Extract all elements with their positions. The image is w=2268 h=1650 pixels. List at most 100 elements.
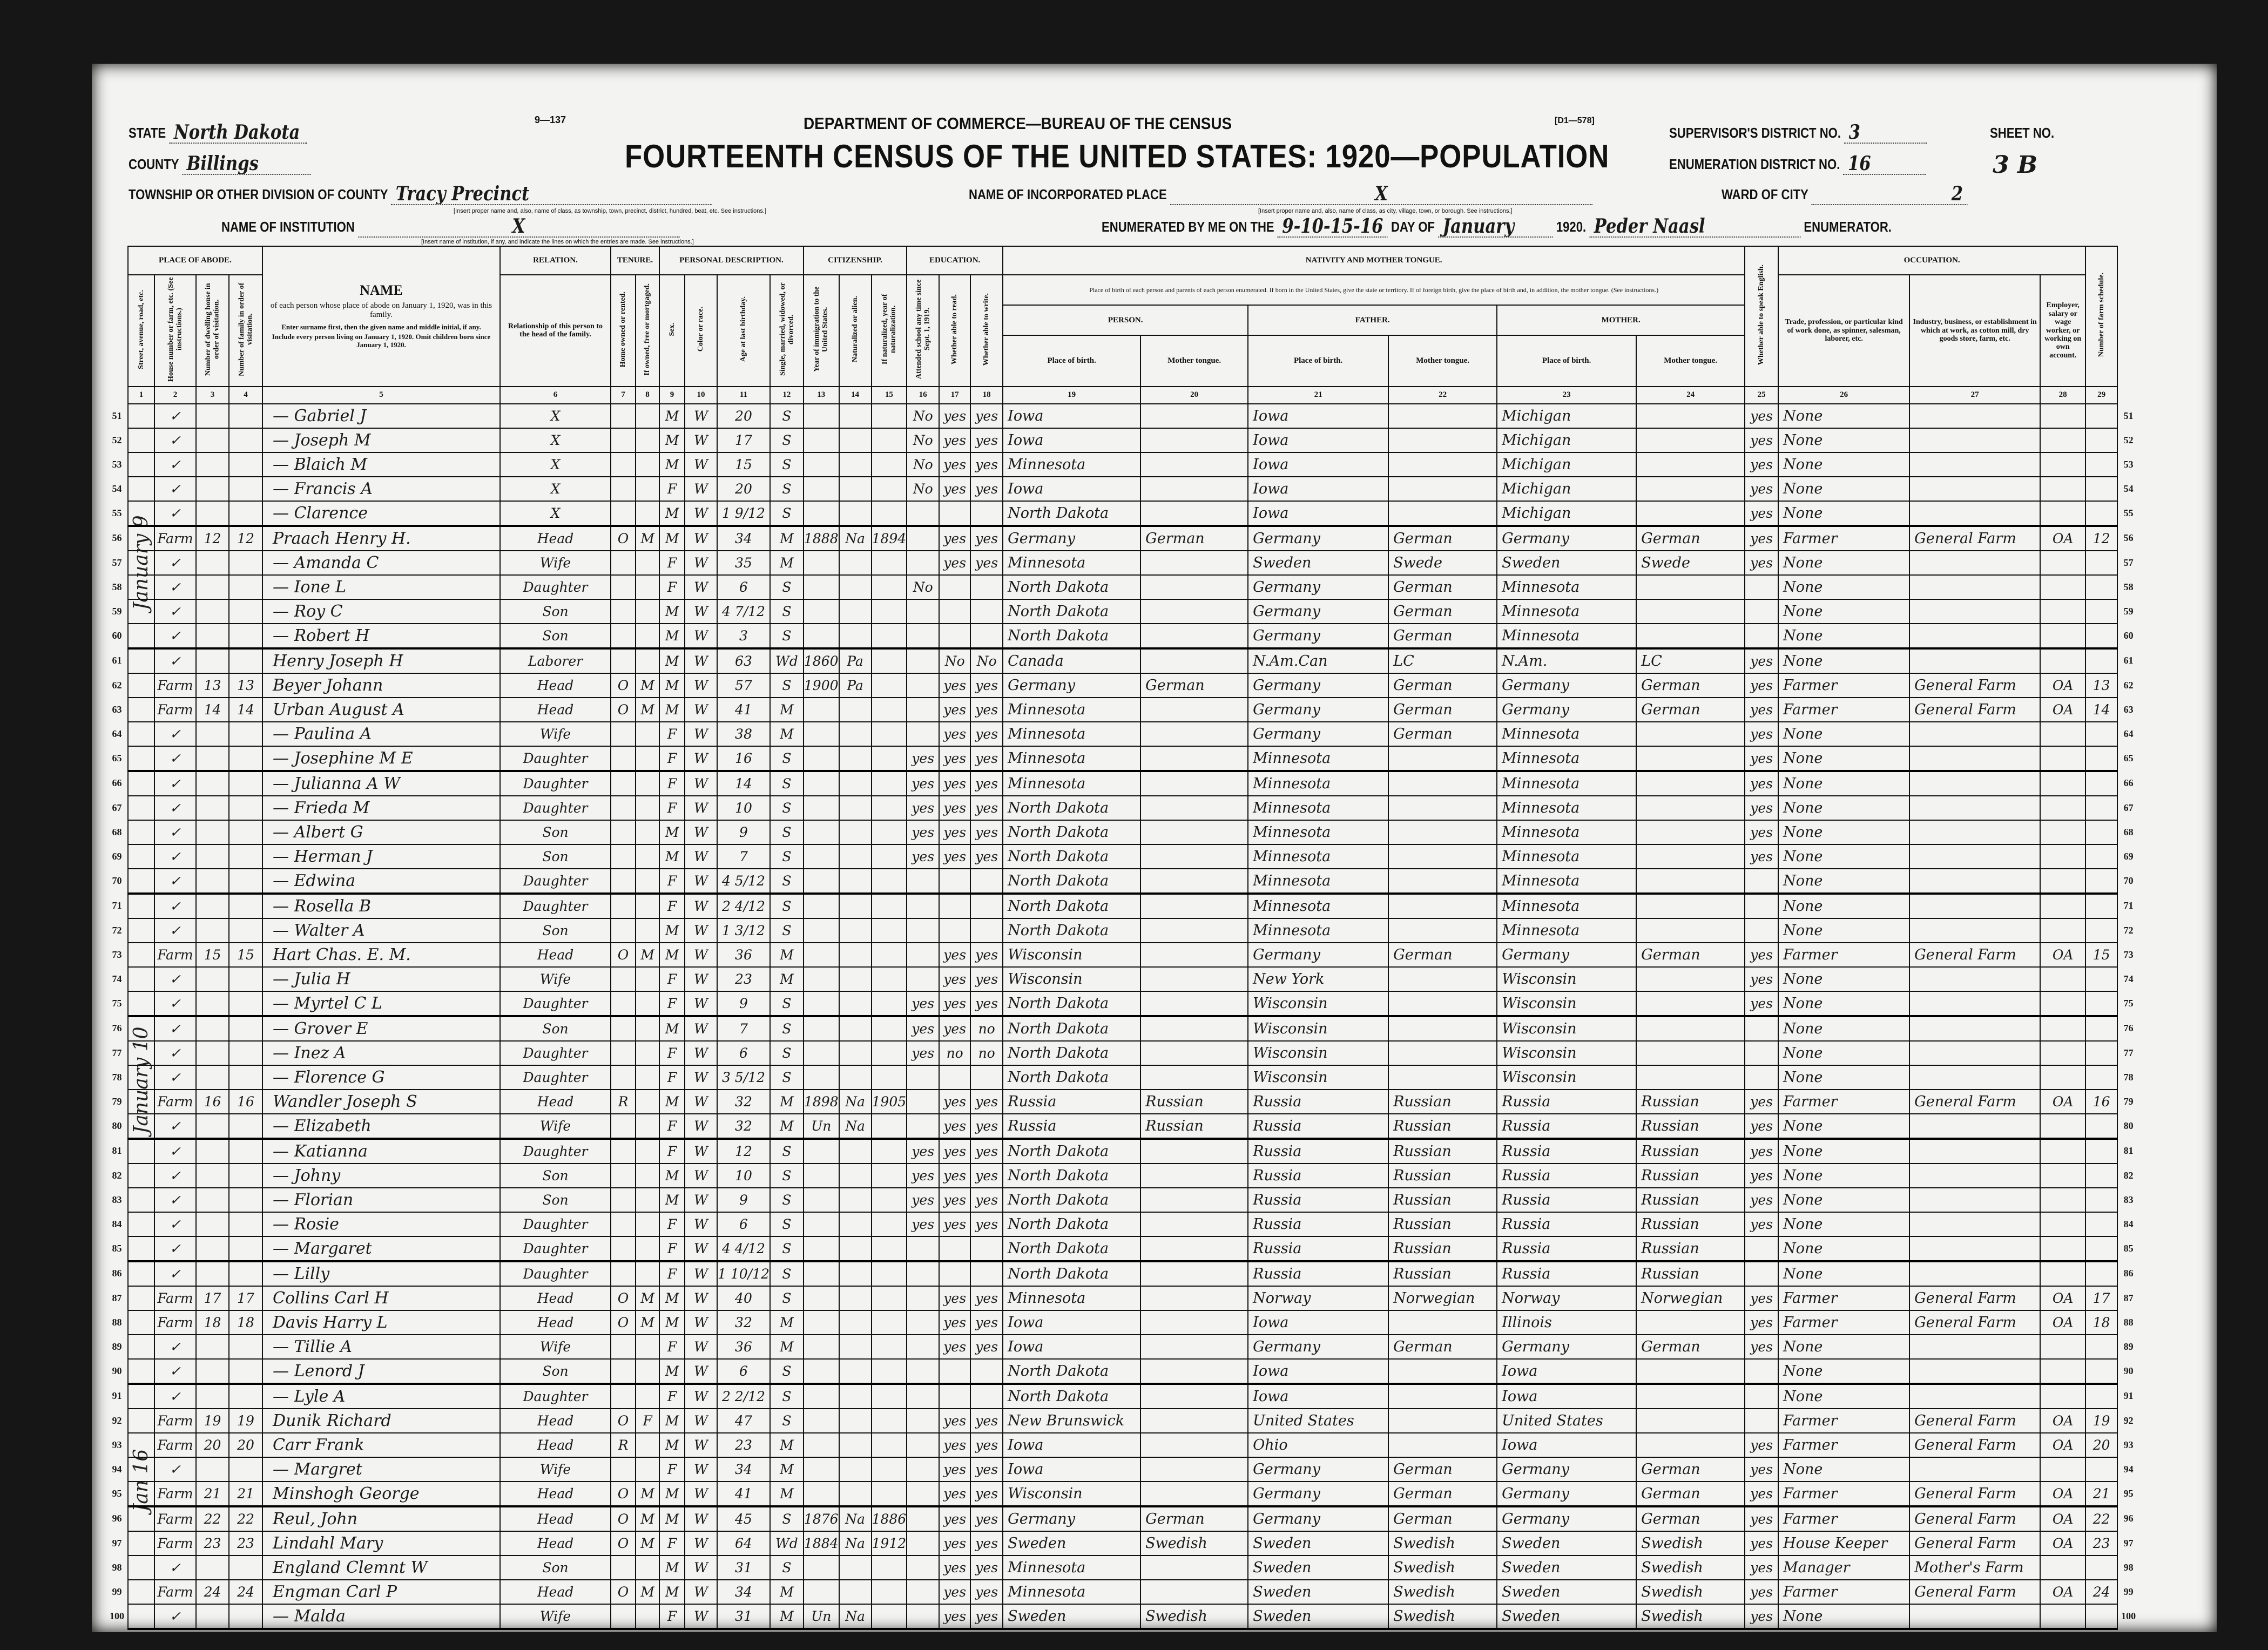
- cell-col-6: Wife: [500, 1456, 611, 1482]
- cell-col-14: [838, 1383, 872, 1409]
- cell-col-28: [2040, 1456, 2087, 1482]
- cell-col-24: [1636, 917, 1746, 943]
- cell-col-22: German: [1388, 696, 1498, 722]
- township-note: [Insert proper name and, also, name of c…: [454, 208, 767, 214]
- cell-col-29: [2085, 1064, 2118, 1090]
- cell-col-25: yes: [1744, 1579, 1779, 1605]
- cell-col-9: M: [659, 598, 685, 624]
- cell-col-10: W: [684, 1530, 718, 1556]
- cell-col-11: 41: [717, 696, 771, 722]
- cell-col-4: [228, 990, 263, 1017]
- cell-col-13: [802, 966, 840, 992]
- cell-col-16: [906, 1088, 940, 1114]
- cell-col-19: North Dakota: [1002, 1040, 1142, 1066]
- column-number: 18: [970, 386, 1004, 404]
- cell-col-23: Minnesota: [1496, 819, 1637, 845]
- cell-col-15: [870, 1138, 908, 1164]
- cell-col-27: General Farm: [1909, 1408, 2041, 1433]
- institution-field: NAME OF INSTITUTION X: [221, 216, 679, 238]
- cell-col-6: Daughter: [500, 1211, 611, 1237]
- cell-col-24: Swede: [1636, 550, 1746, 576]
- cell-col-16: [906, 598, 940, 624]
- line-number: 96: [2123, 1513, 2134, 1524]
- column-number: 27: [1909, 386, 2041, 404]
- cell-col-19: North Dakota: [1002, 843, 1142, 869]
- cell-col-3: [195, 843, 230, 869]
- cell-col-11: 36: [717, 942, 771, 968]
- cell-col-6: Head: [500, 1088, 611, 1114]
- cell-col-1: [127, 1480, 155, 1507]
- line-number: 87: [112, 1292, 122, 1303]
- cell-col-3: 18: [195, 1309, 230, 1335]
- cell-col-8: [635, 1088, 660, 1114]
- column-number: 29: [2085, 386, 2118, 404]
- line-number: 90: [2123, 1365, 2134, 1376]
- cell-col-26: None: [1778, 795, 1911, 821]
- cell-col-3: [195, 574, 230, 600]
- cell-col-20: [1140, 696, 1249, 722]
- cell-col-8: [635, 990, 660, 1017]
- cell-col-3: 21: [195, 1480, 230, 1507]
- cell-col-22: Swedish: [1388, 1579, 1498, 1605]
- cell-col-20: German: [1140, 525, 1249, 551]
- line-number: 67: [2123, 802, 2134, 813]
- cell-col-17: yes: [939, 476, 971, 502]
- incorporated-place-field: NAME OF INCORPORATED PLACE X: [969, 184, 1592, 205]
- cell-col-22: Swede: [1388, 550, 1498, 576]
- cell-col-29: [2085, 1603, 2118, 1630]
- cell-col-23: Germany: [1496, 942, 1637, 968]
- cell-col-10: W: [684, 623, 718, 650]
- cell-col-20: [1140, 1138, 1249, 1164]
- cell-col-7: [610, 1138, 636, 1164]
- cell-col-15: [870, 1554, 908, 1580]
- cell-col-15: [870, 1285, 908, 1311]
- cell-col-21: Minnesota: [1247, 795, 1389, 821]
- cell-col-4: [228, 500, 263, 527]
- cell-col-24: German: [1636, 1456, 1746, 1482]
- cell-col-13: [802, 1309, 840, 1335]
- cell-col-20: Swedish: [1140, 1530, 1249, 1556]
- line-number: 52: [2123, 434, 2134, 445]
- cell-col-9: F: [659, 966, 685, 992]
- cell-col-2: ✓: [154, 770, 197, 796]
- cell-col-25: yes: [1744, 1187, 1779, 1213]
- cell-col-23: Russia: [1496, 1235, 1637, 1262]
- line-number: 70: [112, 875, 122, 886]
- cell-col-28: [2040, 966, 2087, 992]
- cell-col-2: Farm: [154, 672, 197, 698]
- cell-col-27: General Farm: [1909, 1088, 2041, 1114]
- line-number: 80: [2123, 1120, 2134, 1131]
- cell-col-17: yes: [939, 1015, 971, 1042]
- cell-col-17: yes: [939, 1408, 971, 1433]
- cell-col-27: [1909, 647, 2041, 674]
- cell-col-16: [906, 1064, 940, 1090]
- cell-col-18: yes: [970, 990, 1004, 1017]
- cell-col-18: yes: [970, 1456, 1004, 1482]
- cell-col-21: Iowa: [1247, 451, 1389, 477]
- cell-col-27: [1909, 403, 2041, 429]
- cell-col-23: Minnesota: [1496, 917, 1637, 943]
- cell-col-6: Wife: [500, 1113, 611, 1140]
- cell-col-5: Wandler Joseph S: [262, 1088, 501, 1114]
- cell-col-9: M: [659, 1088, 685, 1114]
- cell-col-10: W: [684, 1138, 718, 1164]
- column-4-header: Number of family in order of visitation.: [228, 274, 263, 387]
- cell-col-3: [195, 745, 230, 772]
- cell-col-27: [1909, 1235, 2041, 1262]
- cell-col-18: yes: [970, 1334, 1004, 1360]
- cell-col-29: [2085, 721, 2118, 747]
- cell-col-1: [127, 843, 155, 869]
- cell-col-10: W: [684, 795, 718, 821]
- cell-col-2: ✓: [154, 868, 197, 895]
- cell-col-3: [195, 500, 230, 527]
- cell-col-20: [1140, 1358, 1249, 1385]
- cell-col-12: M: [769, 525, 804, 551]
- cell-col-5: — Edwina: [262, 868, 501, 895]
- cell-col-27: [1909, 1113, 2041, 1140]
- cell-col-23: Minnesota: [1496, 574, 1637, 600]
- cell-col-6: X: [500, 451, 611, 477]
- cell-col-7: [610, 1383, 636, 1409]
- cell-col-24: [1636, 990, 1746, 1017]
- cell-col-13: [802, 1138, 840, 1164]
- cell-col-17: [939, 500, 971, 527]
